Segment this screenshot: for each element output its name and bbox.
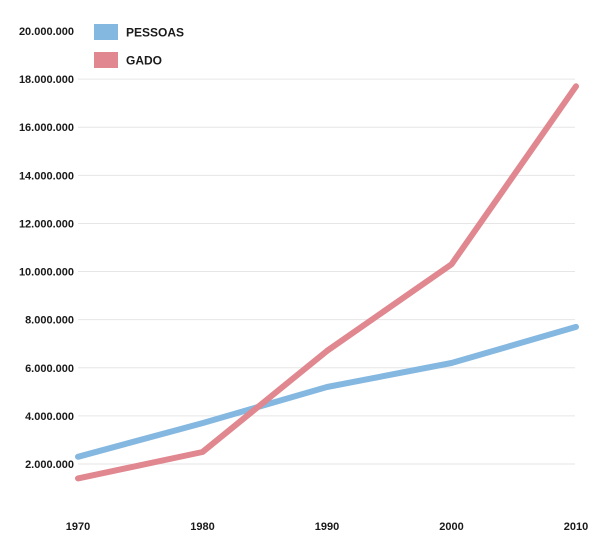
y-tick-label: 20.000.000 — [19, 26, 74, 38]
legend-label-gado: GADO — [126, 54, 162, 68]
legend-swatch-gado — [94, 52, 118, 68]
y-tick-label: 4.000.000 — [25, 411, 74, 423]
x-tick-label: 1990 — [315, 521, 339, 533]
gridlines — [78, 78, 575, 465]
x-tick-label: 1970 — [66, 521, 90, 533]
y-tick-label: 10.000.000 — [19, 267, 74, 279]
x-axis-tick-labels: 1970 1980 1990 2000 2010 — [66, 521, 588, 533]
legend-swatch-pessoas — [94, 24, 118, 40]
y-tick-label: 8.000.000 — [25, 315, 74, 327]
y-axis-tick-labels: 2.000.000 4.000.000 6.000.000 8.000.000 10.0… — [19, 26, 74, 471]
x-tick-label: 2010 — [564, 521, 588, 533]
x-tick-label: 1980 — [190, 521, 214, 533]
legend: PESSOAS GADO — [94, 24, 184, 68]
y-tick-label: 16.000.000 — [19, 122, 74, 134]
y-tick-label: 6.000.000 — [25, 363, 74, 375]
legend-label-pessoas: PESSOAS — [126, 26, 184, 40]
y-tick-label: 14.000.000 — [19, 170, 74, 182]
series-lines — [75, 83, 579, 482]
x-tick-label: 2000 — [439, 521, 463, 533]
series-line-gado — [75, 83, 579, 482]
series-line-pessoas — [75, 323, 579, 460]
y-tick-label: 2.000.000 — [25, 459, 74, 471]
y-tick-label: 18.000.000 — [19, 74, 74, 86]
y-tick-label: 12.000.000 — [19, 218, 74, 230]
